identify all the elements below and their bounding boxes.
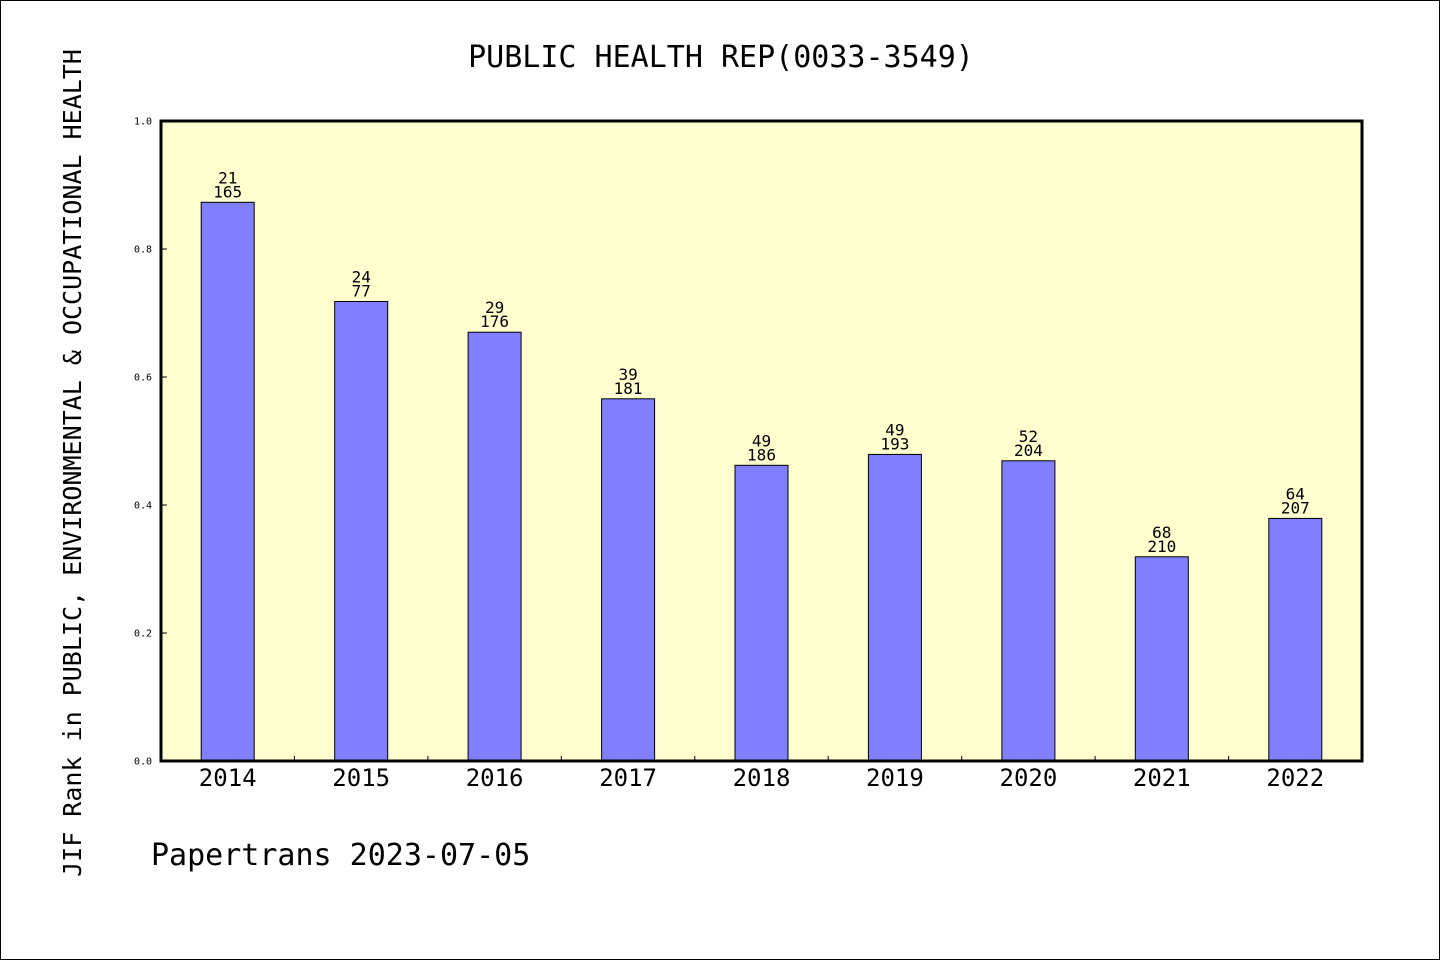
x-tick-label-2021: 2021: [1133, 764, 1191, 792]
bar-2017: [601, 398, 656, 762]
bar-2020: [1001, 460, 1056, 762]
bar-label-total-2022: 207: [1281, 498, 1310, 517]
bar-label-rank-2014: 21: [218, 168, 237, 187]
bar-2021: [1134, 556, 1189, 762]
x-tick-label-2014: 2014: [199, 764, 257, 792]
y-tick-label: 0.2: [134, 629, 152, 640]
y-tick-label: 0.8: [134, 245, 152, 256]
bar-label-total-2017: 181: [614, 379, 643, 398]
bar-label-rank-2016: 29: [485, 298, 504, 317]
bar-label-rank-2020: 52: [1019, 427, 1038, 446]
x-tick-label-2016: 2016: [466, 764, 524, 792]
y-tick-label: 0.0: [134, 757, 152, 768]
bar-label-rank-2017: 39: [618, 365, 637, 384]
bar-label-total-2015: 77: [352, 282, 371, 301]
bar-label-rank-2021: 68: [1152, 523, 1171, 542]
bar-2016: [467, 331, 522, 762]
bar-label-rank-2015: 24: [352, 268, 371, 287]
bar-label-total-2014: 165: [213, 182, 242, 201]
x-tick-label-2015: 2015: [332, 764, 390, 792]
bar-2019: [867, 453, 922, 762]
footer-credit: Papertrans 2023-07-05: [151, 838, 530, 873]
bar-2018: [734, 464, 789, 762]
bar-label-total-2020: 204: [1014, 441, 1043, 460]
bar-label-rank-2022: 64: [1286, 484, 1305, 503]
x-tick-label-2019: 2019: [866, 764, 924, 792]
y-tick-label: 1.0: [134, 117, 152, 128]
bar-label-rank-2018: 49: [752, 431, 771, 450]
plot-frame: [159, 119, 1364, 763]
y-axis-label: JIF Rank in PUBLIC, ENVIRONMENTAL & OCCU…: [58, 49, 87, 877]
bar-label-total-2018: 186: [747, 445, 776, 464]
bar-label-total-2019: 193: [880, 434, 909, 453]
bar-label-total-2021: 210: [1147, 537, 1176, 556]
bar-2022: [1268, 517, 1323, 762]
x-tick-label-2020: 2020: [1000, 764, 1058, 792]
bar-2014: [200, 201, 255, 762]
y-tick-label: 0.6: [134, 373, 152, 384]
bar-label-total-2016: 176: [480, 312, 509, 331]
bar-label-rank-2019: 49: [885, 420, 904, 439]
y-tick-label: 0.4: [134, 501, 152, 512]
x-tick-label-2022: 2022: [1266, 764, 1324, 792]
x-tick-label-2018: 2018: [733, 764, 791, 792]
chart-title: PUBLIC HEALTH REP(0033-3549): [468, 40, 974, 75]
bar-2015: [334, 301, 389, 762]
x-tick-label-2017: 2017: [599, 764, 657, 792]
